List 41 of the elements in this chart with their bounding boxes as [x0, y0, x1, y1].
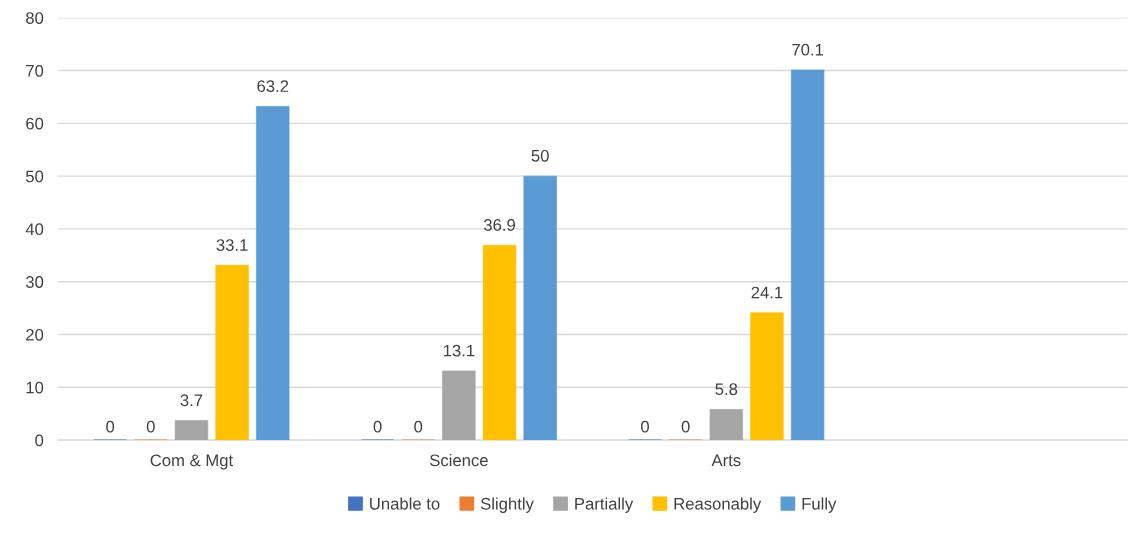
- x-tick-label: Arts: [711, 454, 741, 467]
- y-tick-label: 60: [26, 117, 44, 130]
- bar: [256, 106, 290, 441]
- data-label: 70.1: [792, 43, 824, 56]
- data-label: 36.9: [483, 219, 515, 231]
- legend-label: Unable to: [370, 497, 440, 510]
- legend-label: Slightly: [480, 497, 534, 513]
- data-label: 33.1: [216, 239, 248, 251]
- bar: [174, 420, 209, 441]
- y-tick-label: 80: [26, 12, 44, 24]
- bar: [709, 409, 743, 441]
- data-label: 0: [373, 420, 382, 433]
- bar: [790, 69, 825, 441]
- bar: [482, 244, 517, 441]
- bar: [442, 370, 476, 441]
- data-label: 0: [106, 420, 115, 433]
- y-tick-label: 40: [25, 223, 44, 236]
- data-label: 0: [414, 420, 423, 433]
- data-label: 0: [641, 420, 649, 433]
- data-label: 50: [531, 149, 549, 162]
- y-tick-label: 20: [26, 328, 44, 341]
- legend-label: Partially: [575, 497, 634, 513]
- legend-label: Fully: [802, 497, 837, 513]
- data-label: 5.8: [715, 383, 738, 396]
- x-tick-label: Com & Mgt: [150, 454, 233, 470]
- bar: [215, 264, 249, 441]
- y-tick-label: 10: [26, 381, 44, 394]
- legend-label: Reasonably: [674, 497, 762, 513]
- data-label: 24.1: [751, 286, 783, 299]
- y-tick-label: 70: [26, 64, 44, 77]
- bar: [523, 175, 557, 441]
- data-label: 13.1: [443, 344, 475, 357]
- y-tick-label: 0: [35, 434, 44, 447]
- data-label: 0: [681, 420, 690, 433]
- y-tick-label: 50: [25, 170, 44, 183]
- y-tick-label: 30: [25, 276, 44, 288]
- bar: [750, 312, 784, 441]
- data-label: 3.7: [180, 394, 203, 407]
- x-tick-label: Science: [430, 453, 488, 467]
- data-label: 63.2: [257, 80, 289, 93]
- data-label: 0: [146, 420, 155, 433]
